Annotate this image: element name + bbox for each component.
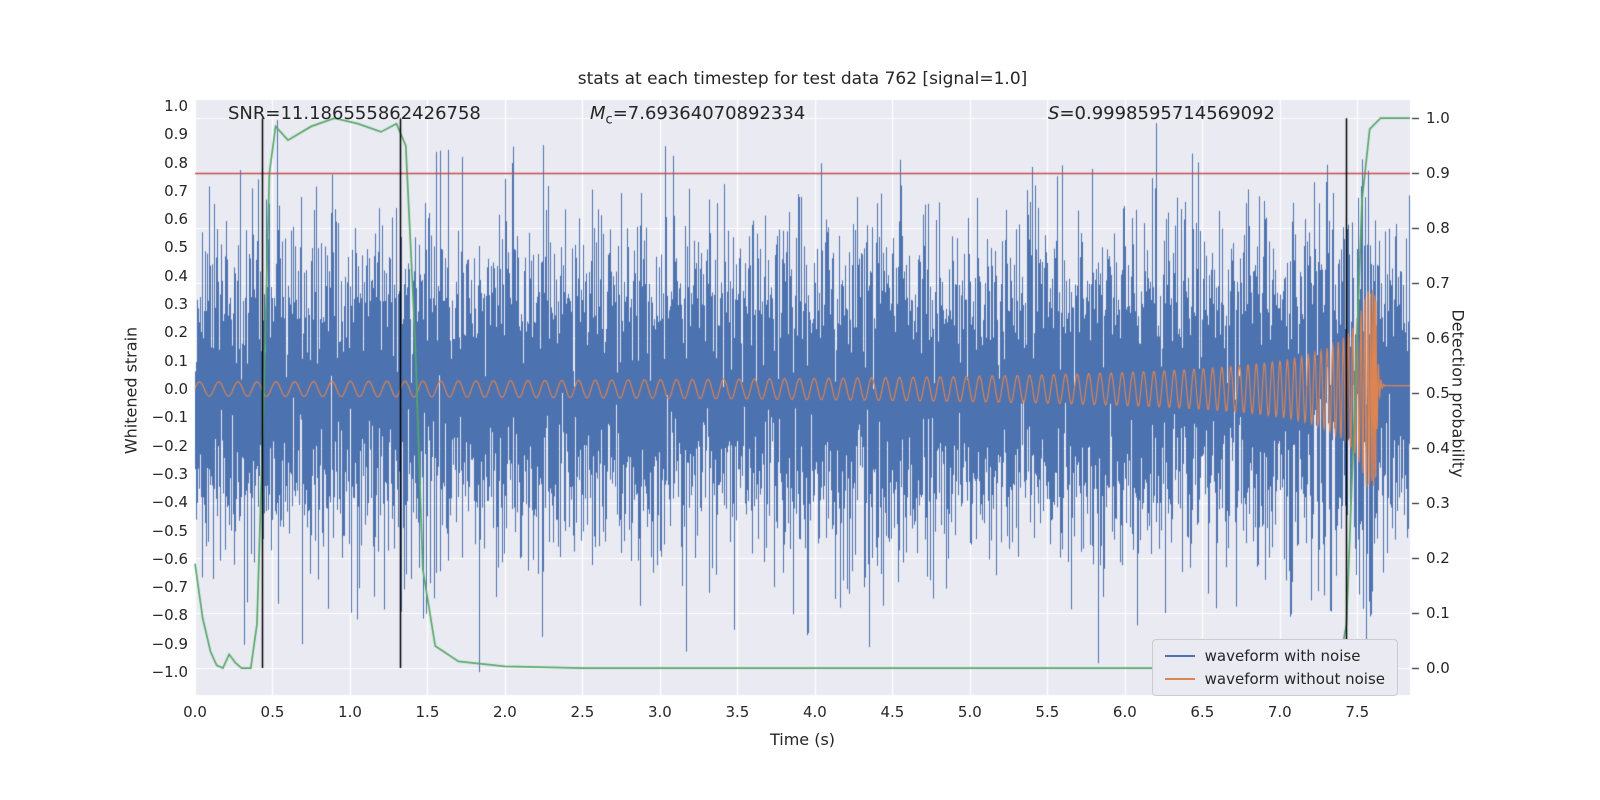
y-left-tick-label: −0.6 [151, 549, 188, 568]
x-tick-label: 2.0 [493, 703, 517, 721]
y-right-tick-label: 0.9 [1426, 164, 1450, 183]
x-tick-label: 3.0 [647, 703, 672, 721]
x-tick-label: 5.5 [1035, 703, 1060, 721]
y-right-tick-label: 1.0 [1426, 109, 1450, 128]
y-left-tick-label: −0.8 [151, 606, 188, 625]
y-left-tick-label: 0.7 [164, 181, 188, 200]
y-right-tick-label: 0.6 [1426, 329, 1450, 348]
y-right-tick-label: 0.5 [1426, 384, 1450, 403]
x-tick-label: 3.5 [725, 703, 750, 721]
y-right-tick-label: 0.4 [1426, 439, 1450, 458]
y-left-tick-label: −1.0 [151, 663, 188, 682]
y-left-tick-label: 1.0 [164, 96, 188, 115]
legend: waveform with noise waveform without nois… [1151, 639, 1398, 696]
y-left-tick-label: −0.7 [151, 578, 188, 597]
y-right-tick-label: 0.7 [1426, 274, 1450, 293]
y-right-tick-label: 0.0 [1426, 659, 1450, 678]
x-tick-label: 1.5 [415, 703, 440, 721]
legend-label: waveform without noise [1204, 670, 1385, 688]
x-tick-label: 4.0 [802, 703, 827, 721]
x-tick-label: 1.0 [338, 703, 362, 721]
chirp-mass-value: =7.69364070892334 [612, 103, 806, 124]
y-left-tick-label: 0.6 [164, 210, 188, 229]
legend-item: waveform with noise [1164, 647, 1385, 665]
x-axis-label: Time (s) [769, 730, 836, 749]
x-tick-label: 7.0 [1267, 703, 1292, 721]
y-left-tick-label: −0.3 [151, 464, 188, 483]
chart-title: stats at each timestep for test data 762… [577, 69, 1028, 89]
x-tick-label: 2.5 [570, 703, 595, 721]
y-left-tick-label: −0.5 [151, 521, 188, 540]
y-right-tick-label: 0.2 [1426, 549, 1450, 568]
y-left-tick-label: −0.9 [151, 634, 188, 653]
legend-line-swatch [1164, 655, 1195, 657]
annotation-signal-score: S=0.9998595714569092 [1048, 103, 1275, 124]
signal-score-symbol: S [1048, 103, 1060, 124]
chirp-mass-symbol: M [590, 103, 606, 124]
x-tick-label: 0.5 [260, 703, 285, 721]
signal-score-value: =0.9998595714569092 [1059, 103, 1275, 124]
annotation-snr: SNR=11.186555862426758 [228, 103, 481, 124]
y-right-tick-label: 0.1 [1426, 604, 1450, 623]
y-left-tick-label: −0.1 [151, 408, 188, 427]
x-tick-label: 7.5 [1345, 703, 1370, 721]
y-left-tick-label: 0.2 [164, 323, 188, 342]
y-left-tick-label: 0.1 [164, 351, 188, 370]
y-left-tick-label: −0.2 [151, 436, 188, 455]
y-left-tick-label: 0.4 [164, 266, 188, 285]
y-left-tick-label: 0.0 [164, 380, 188, 398]
y-left-tick-label: 0.8 [164, 153, 188, 172]
x-tick-label: 6.0 [1112, 703, 1137, 721]
x-tick-label: 0.0 [183, 703, 207, 721]
legend-line-swatch [1164, 678, 1195, 680]
x-tick-label: 6.5 [1190, 703, 1215, 721]
legend-item: waveform without noise [1164, 670, 1385, 688]
y-right-tick-label: 0.3 [1426, 494, 1450, 513]
y-left-tick-label: −0.4 [151, 493, 188, 512]
x-tick-label: 4.5 [880, 703, 905, 721]
y-left-tick-label: 0.5 [164, 238, 188, 257]
y-left-tick-label: 0.9 [164, 125, 188, 144]
x-tick-label: 5.0 [957, 703, 982, 721]
legend-label: waveform with noise [1204, 647, 1361, 665]
y-right-tick-label: 0.8 [1426, 219, 1450, 238]
chirp-mass-subscript: c [605, 112, 613, 128]
y-left-tick-label: 0.3 [164, 295, 188, 314]
annotation-chirp-mass: Mc=7.69364070892334 [590, 103, 805, 128]
